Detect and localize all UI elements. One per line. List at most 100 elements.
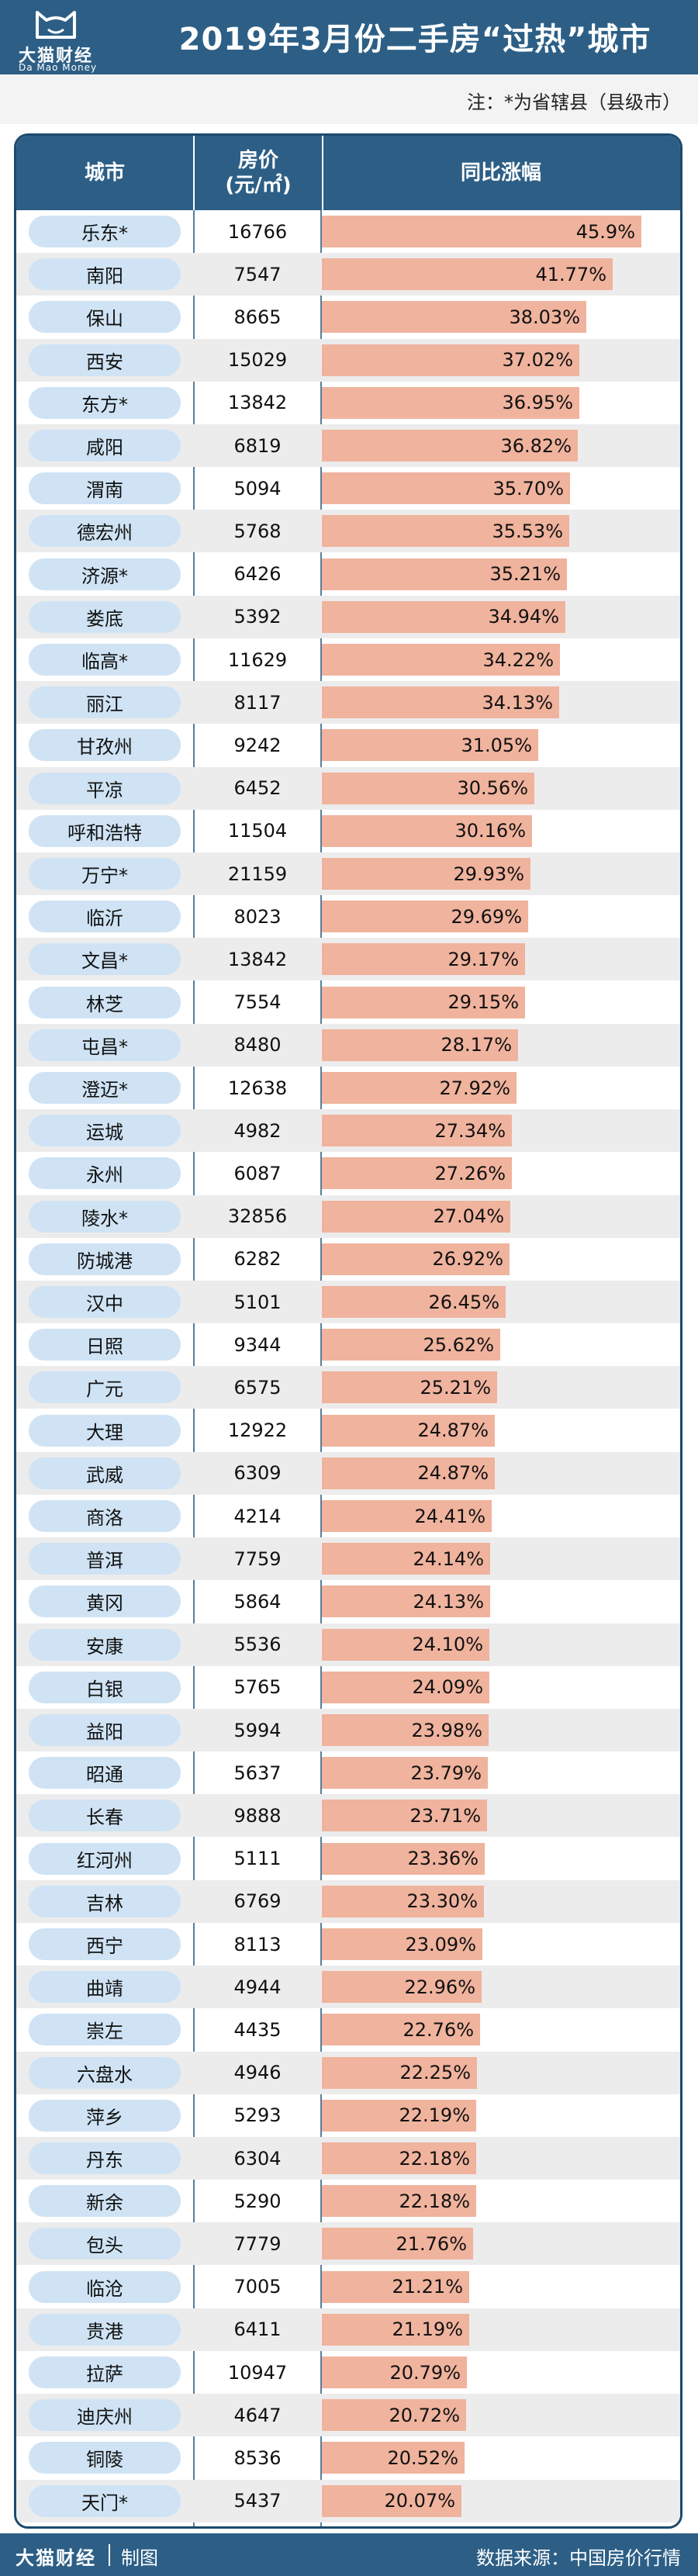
growth-label: 24.41% [414, 1505, 485, 1527]
growth-label: 23.09% [405, 1933, 476, 1955]
table-row: 萍乡 5293 22.19% [16, 2094, 680, 2137]
growth-label: 45.9% [575, 220, 635, 243]
growth-bar [322, 943, 525, 976]
table-row: 包头 7779 21.76% [16, 2222, 680, 2266]
price-cell: 8113 [233, 1933, 282, 1955]
column-header-price: 房价 (元/㎡) [193, 136, 323, 210]
city-cell: 天门* [29, 2484, 181, 2517]
growth-bar [322, 729, 538, 762]
growth-bar [322, 2442, 465, 2474]
table-row: 普洱 7759 24.14% [16, 1537, 680, 1581]
city-cell: 永州 [29, 1157, 181, 1190]
table-row: 万宁* 21159 29.93% [16, 852, 680, 895]
price-cell: 13842 [227, 948, 288, 970]
price-cell: 12922 [227, 1419, 288, 1442]
table-row: 丹东 6304 22.18% [16, 2137, 680, 2180]
growth-label: 24.87% [417, 1419, 489, 1442]
growth-bar [322, 2056, 477, 2089]
footer-source: 数据来源：中国房价行情 [476, 2547, 681, 2569]
price-cell: 4435 [233, 2018, 282, 2041]
growth-label: 20.52% [387, 2446, 458, 2469]
growth-label: 23.79% [410, 1762, 482, 1784]
city-cell: 临沂 [29, 901, 181, 933]
city-cell: 铜陵 [29, 2442, 181, 2474]
growth-bar [322, 386, 579, 419]
growth-bar [322, 814, 532, 847]
growth-label: 20.72% [389, 2404, 460, 2426]
table-row: 商洛 4214 24.41% [16, 1495, 680, 1537]
growth-label: 23.30% [406, 1890, 478, 1913]
growth-label: 21.21% [392, 2276, 463, 2298]
table-row: 迪庆州 4647 20.72% [16, 2394, 680, 2437]
price-cell: 5111 [233, 1848, 282, 1870]
price-cell: 6452 [233, 777, 282, 800]
city-cell: 渭南 [29, 472, 181, 505]
growth-bar [322, 2356, 467, 2388]
growth-label: 34.94% [488, 606, 559, 628]
city-cell: 六盘水 [29, 2056, 181, 2089]
price-cell: 6426 [233, 563, 282, 586]
growth-bar [322, 1714, 489, 1746]
city-cell: 大理 [29, 1414, 181, 1447]
city-cell: 武威 [29, 1457, 181, 1489]
growth-label: 26.92% [432, 1248, 503, 1271]
column-header-city: 城市 [84, 161, 125, 185]
growth-label: 22.19% [399, 2104, 470, 2127]
table-row: 临沂 8023 29.69% [16, 895, 680, 938]
city-cell: 曲靖 [29, 1971, 181, 2004]
growth-bar [322, 1842, 485, 1875]
growth-label: 23.36% [407, 1848, 479, 1870]
growth-bar [322, 472, 570, 505]
city-cell: 迪庆州 [29, 2399, 181, 2432]
city-cell: 日照 [29, 1329, 181, 1361]
column-header-price-label: 房价 (元/㎡) [225, 148, 292, 198]
table-row: 六盘水 4946 22.25% [16, 2051, 680, 2094]
price-cell: 7759 [233, 1547, 282, 1570]
table-row: 甘孜州 9242 31.05% [16, 724, 680, 766]
table-row: 西宁 8113 23.09% [16, 1923, 680, 1966]
table-row: 日照 9344 25.62% [16, 1323, 680, 1366]
city-cell: 甘孜州 [29, 729, 181, 762]
city-cell: 新余 [29, 2185, 181, 2218]
city-cell: 陵水* [29, 1200, 181, 1233]
growth-label: 22.25% [399, 2062, 471, 2084]
price-cell: 4982 [233, 1119, 282, 1142]
price-cell: 5768 [233, 520, 282, 542]
growth-bar [322, 558, 567, 590]
growth-label: 27.34% [434, 1119, 506, 1142]
table-row: 娄底 5392 34.94% [16, 595, 680, 638]
growth-bar [322, 1286, 506, 1318]
city-cell: 商洛 [29, 1500, 181, 1532]
price-cell: 11504 [227, 820, 288, 842]
growth-label: 34.13% [482, 691, 553, 714]
growth-label: 36.82% [500, 434, 572, 457]
price-cell: 5293 [233, 2104, 282, 2127]
growth-label: 29.17% [447, 948, 519, 970]
footer-credit: 制图 [121, 2547, 158, 2569]
table-row: 咸阳 6819 36.82% [16, 424, 680, 467]
header-banner: 大猫财经 Da Mao Money 2019年3月份二手房“过热”城市 [0, 0, 698, 74]
price-cell: 5765 [233, 1676, 282, 1699]
table-row: 丽江 8117 34.13% [16, 681, 680, 724]
city-cell: 西安 [29, 344, 181, 376]
growth-label: 27.26% [434, 1162, 506, 1184]
footer-divider [109, 2544, 110, 2566]
growth-label: 35.70% [492, 477, 564, 500]
growth-label: 21.19% [392, 2318, 463, 2341]
city-cell: 防城港 [29, 1243, 181, 1275]
growth-bar [322, 1157, 512, 1190]
price-cell: 5864 [233, 1590, 282, 1613]
table-row: 大理 12922 24.87% [16, 1409, 680, 1452]
growth-label: 35.53% [492, 520, 563, 542]
growth-label: 26.45% [428, 1291, 499, 1313]
growth-bar [322, 1500, 492, 1532]
city-cell: 澄迈* [29, 1072, 181, 1104]
table-row: 益阳 5994 23.98% [16, 1709, 680, 1751]
city-cell: 咸阳 [29, 430, 181, 462]
price-cell: 7547 [233, 263, 282, 285]
data-table: 城市 房价 (元/㎡) 同比涨幅 乐东* 16766 45.9% 南阳 7547 41.7… [14, 133, 682, 2529]
growth-bar [322, 2142, 476, 2174]
price-cell: 8536 [233, 2446, 282, 2469]
city-cell: 萍乡 [29, 2099, 181, 2132]
logo: 大猫财经 Da Mao Money [14, 5, 123, 73]
